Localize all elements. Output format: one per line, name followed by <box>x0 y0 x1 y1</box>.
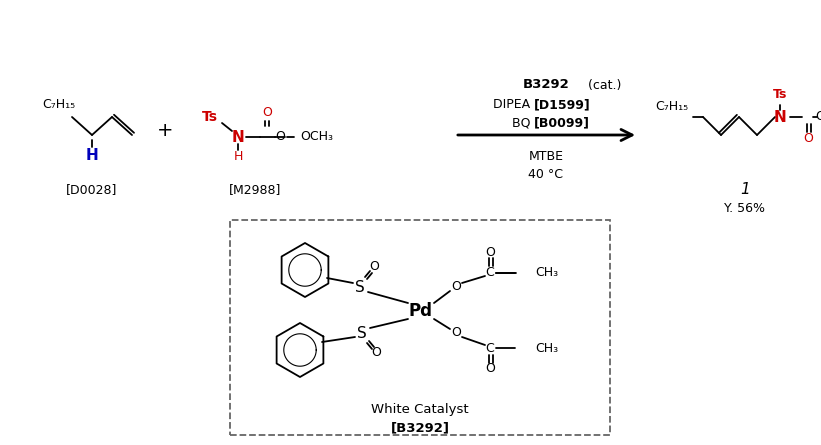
Text: [M2988]: [M2988] <box>229 183 281 197</box>
Text: O: O <box>451 327 461 340</box>
Text: +: + <box>157 121 173 139</box>
Text: [D1599]: [D1599] <box>534 98 591 112</box>
Text: DIPEA: DIPEA <box>493 98 534 112</box>
Text: MTBE: MTBE <box>529 150 563 163</box>
Text: O: O <box>369 260 379 274</box>
Text: Y. 56%: Y. 56% <box>724 202 765 214</box>
Text: O: O <box>815 110 821 124</box>
Text: O: O <box>371 347 381 360</box>
Text: O: O <box>803 133 813 146</box>
Text: White Catalyst: White Catalyst <box>371 404 469 417</box>
Text: C: C <box>486 341 494 355</box>
Text: S: S <box>357 325 367 340</box>
Text: 40 °C: 40 °C <box>529 169 563 182</box>
Text: [B3292]: [B3292] <box>391 421 450 434</box>
Text: Ts: Ts <box>773 89 787 101</box>
Text: H: H <box>233 150 243 163</box>
Text: Pd: Pd <box>408 302 432 320</box>
Text: C₇H₁₅: C₇H₁₅ <box>655 101 688 113</box>
Bar <box>230 220 610 435</box>
Text: S: S <box>355 279 365 295</box>
Text: BQ: BQ <box>511 117 534 129</box>
Text: C: C <box>486 267 494 279</box>
Text: OCH₃: OCH₃ <box>300 130 333 143</box>
Text: CH₃: CH₃ <box>535 341 558 355</box>
Text: O: O <box>485 246 495 259</box>
Text: [D0028]: [D0028] <box>67 183 117 197</box>
Text: 1: 1 <box>740 182 750 198</box>
Text: O: O <box>262 106 272 120</box>
Text: B3292: B3292 <box>523 78 570 92</box>
Text: C₇H₁₅: C₇H₁₅ <box>42 98 76 112</box>
Text: O: O <box>275 130 285 143</box>
Text: N: N <box>232 129 245 145</box>
Text: (cat.): (cat.) <box>584 78 621 92</box>
Text: N: N <box>773 109 787 125</box>
Text: O: O <box>451 280 461 294</box>
Text: [B0099]: [B0099] <box>534 117 590 129</box>
Text: O: O <box>485 363 495 376</box>
Text: H: H <box>85 147 99 162</box>
Text: CH₃: CH₃ <box>535 267 558 279</box>
Text: Ts: Ts <box>202 110 218 124</box>
